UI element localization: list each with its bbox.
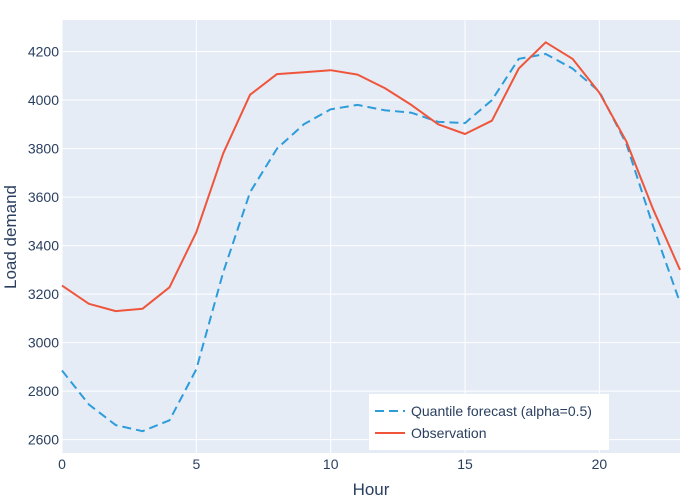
x-tick-label: 15 (457, 456, 473, 472)
legend: Quantile forecast (alpha=0.5) Observatio… (369, 394, 609, 450)
tick-labels: 2600 2800 3000 3200 3400 3600 3800 4000 4200 0 5 10… (28, 44, 608, 472)
y-axis-title: Load demand (1, 185, 20, 289)
y-tick-label: 3600 (28, 189, 59, 205)
series-line-forecast (61, 53, 681, 433)
legend-label-observation: Observation (411, 425, 486, 441)
x-tick-label: 0 (58, 456, 66, 472)
y-tick-label: 3000 (28, 335, 59, 351)
y-tick-label: 2600 (28, 432, 59, 448)
y-tick-label: 3200 (28, 286, 59, 302)
legend-label-forecast: Quantile forecast (alpha=0.5) (411, 403, 592, 419)
y-tick-label: 3800 (28, 141, 59, 157)
x-axis-title: Hour (353, 480, 390, 499)
series-layer (61, 41, 681, 433)
x-tick-label: 5 (192, 456, 200, 472)
y-tick-label: 4200 (28, 44, 59, 60)
gridlines (61, 20, 680, 453)
legend-box (369, 394, 609, 450)
series-line-observation (61, 41, 681, 313)
y-tick-label: 3400 (28, 238, 59, 254)
y-tick-label: 2800 (28, 383, 59, 399)
y-tick-label: 4000 (28, 92, 59, 108)
plot-background (62, 20, 680, 453)
x-tick-label: 20 (592, 456, 608, 472)
x-tick-label: 10 (323, 456, 339, 472)
